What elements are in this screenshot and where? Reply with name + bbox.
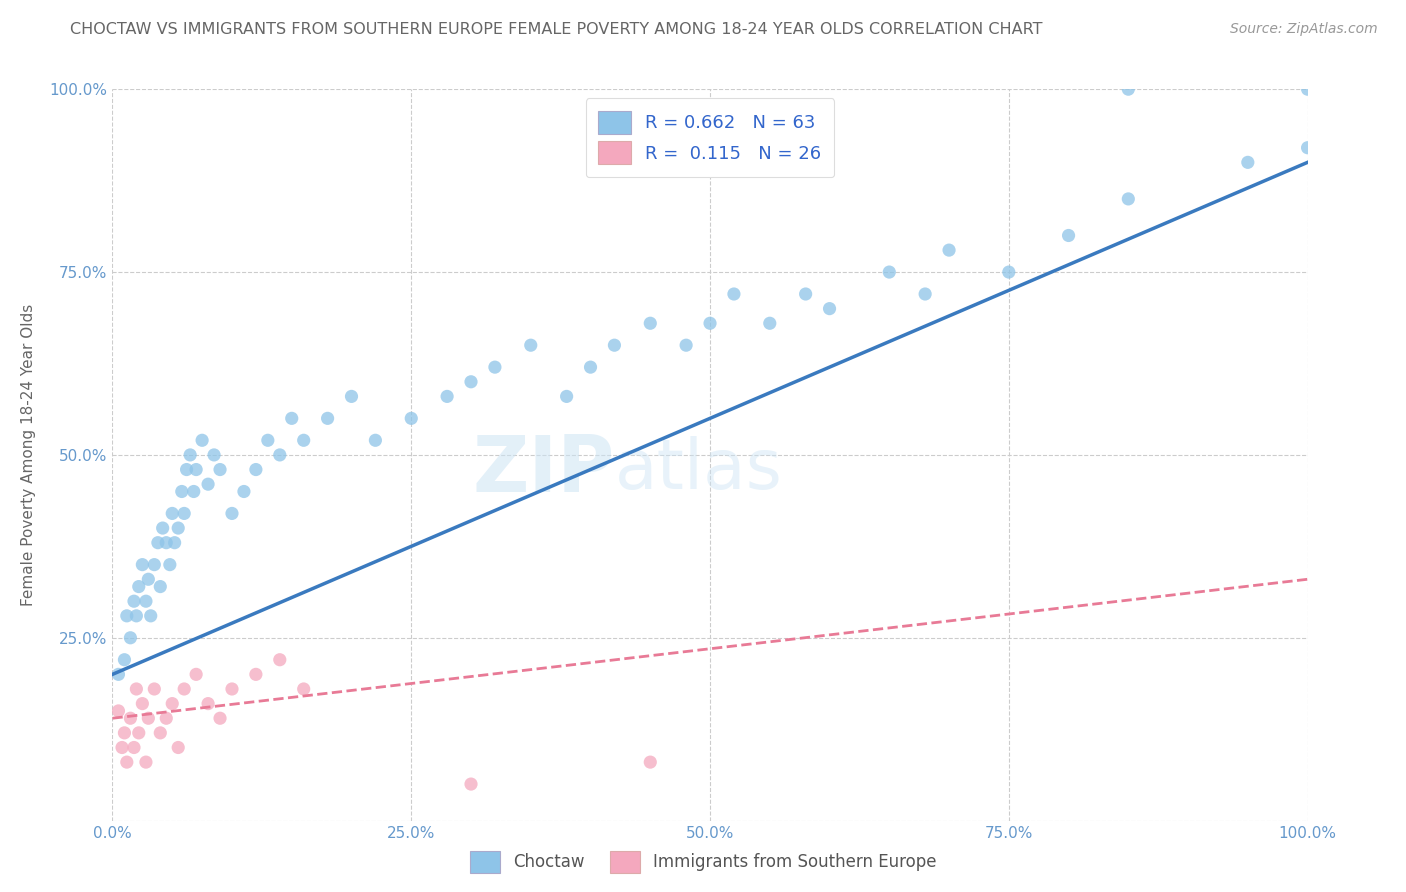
- Point: [107, 667, 129, 681]
- Point: [146, 535, 169, 549]
- Point: [1118, 82, 1140, 96]
- Point: [579, 360, 602, 375]
- Point: [131, 697, 153, 711]
- Point: [149, 726, 172, 740]
- Y-axis label: Female Poverty Among 18-24 Year Olds: Female Poverty Among 18-24 Year Olds: [21, 304, 35, 606]
- Point: [131, 558, 153, 572]
- Point: [723, 287, 745, 301]
- Point: [120, 631, 142, 645]
- Point: [401, 411, 423, 425]
- Point: [759, 316, 782, 330]
- Point: [699, 316, 721, 330]
- Point: [186, 462, 208, 476]
- Point: [340, 389, 363, 403]
- Point: [292, 681, 315, 696]
- Point: [245, 462, 267, 476]
- Point: [460, 777, 482, 791]
- Point: [162, 507, 183, 521]
- Point: [269, 448, 291, 462]
- Legend: Choctaw, Immigrants from Southern Europe: Choctaw, Immigrants from Southern Europe: [463, 845, 943, 880]
- Text: atlas: atlas: [614, 436, 782, 503]
- Point: [221, 507, 243, 521]
- Point: [128, 580, 150, 594]
- Point: [162, 697, 183, 711]
- Point: [183, 484, 205, 499]
- Point: [794, 287, 817, 301]
- Point: [125, 608, 148, 623]
- Point: [675, 338, 697, 352]
- Point: [179, 448, 201, 462]
- Point: [364, 434, 387, 448]
- Point: [603, 338, 626, 352]
- Point: [555, 389, 578, 403]
- Point: [122, 594, 145, 608]
- Point: [122, 740, 145, 755]
- Point: [1118, 192, 1140, 206]
- Point: [173, 507, 195, 521]
- Point: [138, 711, 160, 725]
- Point: [998, 265, 1021, 279]
- Point: [120, 711, 142, 725]
- Point: [115, 608, 138, 623]
- Point: [1296, 141, 1319, 155]
- Point: [257, 434, 280, 448]
- Point: [879, 265, 901, 279]
- Point: [281, 411, 304, 425]
- Point: [209, 462, 232, 476]
- Text: ZIP: ZIP: [472, 432, 614, 508]
- Point: [138, 572, 160, 586]
- Point: [436, 389, 458, 403]
- Point: [818, 301, 841, 316]
- Point: [176, 462, 198, 476]
- Point: [460, 375, 482, 389]
- Point: [107, 704, 129, 718]
- Point: [135, 755, 157, 769]
- Point: [209, 711, 232, 725]
- Point: [143, 558, 166, 572]
- Point: [1237, 155, 1260, 169]
- Point: [143, 681, 166, 696]
- Text: Source: ZipAtlas.com: Source: ZipAtlas.com: [1230, 22, 1378, 37]
- Point: [114, 726, 135, 740]
- Point: [640, 316, 662, 330]
- Point: [125, 681, 148, 696]
- Point: [233, 484, 256, 499]
- Point: [159, 558, 181, 572]
- Point: [170, 484, 193, 499]
- Point: [155, 711, 177, 725]
- Point: [163, 535, 186, 549]
- Point: [292, 434, 315, 448]
- Point: [139, 608, 162, 623]
- Point: [114, 653, 135, 667]
- Point: [128, 726, 150, 740]
- Point: [115, 755, 138, 769]
- Point: [221, 681, 243, 696]
- Point: [269, 653, 291, 667]
- Point: [245, 667, 267, 681]
- Point: [167, 521, 190, 535]
- Point: [640, 755, 662, 769]
- Point: [135, 594, 157, 608]
- Point: [484, 360, 506, 375]
- Point: [914, 287, 936, 301]
- Point: [155, 535, 177, 549]
- Point: [111, 740, 134, 755]
- Point: [173, 681, 195, 696]
- Legend: R = 0.662   N = 63, R =  0.115   N = 26: R = 0.662 N = 63, R = 0.115 N = 26: [586, 98, 834, 178]
- Point: [316, 411, 339, 425]
- Point: [191, 434, 214, 448]
- Point: [197, 697, 219, 711]
- Text: CHOCTAW VS IMMIGRANTS FROM SOUTHERN EUROPE FEMALE POVERTY AMONG 18-24 YEAR OLDS : CHOCTAW VS IMMIGRANTS FROM SOUTHERN EURO…: [70, 22, 1043, 37]
- Point: [167, 740, 190, 755]
- Point: [149, 580, 172, 594]
- Point: [152, 521, 174, 535]
- Point: [197, 477, 219, 491]
- Point: [1057, 228, 1080, 243]
- Point: [520, 338, 543, 352]
- Point: [186, 667, 208, 681]
- Point: [1296, 82, 1319, 96]
- Point: [202, 448, 225, 462]
- Point: [938, 243, 960, 257]
